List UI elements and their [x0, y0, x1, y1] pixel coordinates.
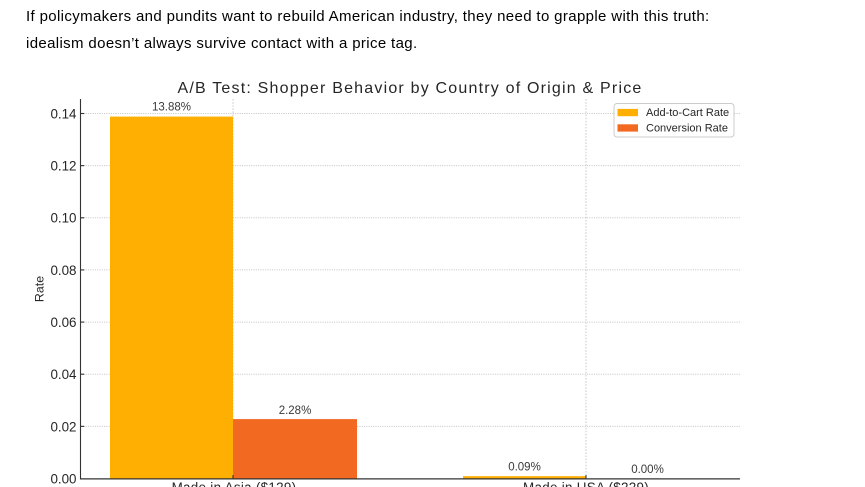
svg-text:Conversion Rate: Conversion Rate — [646, 122, 728, 134]
svg-text:A/B Test: Shopper Behavior by: A/B Test: Shopper Behavior by Country of… — [177, 80, 642, 97]
svg-text:0.00%: 0.00% — [631, 464, 664, 476]
svg-text:0.08: 0.08 — [50, 263, 76, 278]
svg-text:0.14: 0.14 — [50, 106, 77, 121]
svg-text:Add-to-Cart Rate: Add-to-Cart Rate — [646, 107, 729, 119]
svg-text:0.00: 0.00 — [50, 471, 76, 486]
svg-text:0.12: 0.12 — [50, 159, 76, 174]
svg-text:0.10: 0.10 — [50, 211, 76, 226]
svg-text:2.28%: 2.28% — [279, 405, 312, 417]
svg-text:0.06: 0.06 — [50, 315, 76, 330]
svg-text:0.04: 0.04 — [50, 367, 77, 382]
svg-text:13.88%: 13.88% — [152, 101, 191, 113]
svg-text:0.09%: 0.09% — [508, 462, 541, 474]
svg-text:0.02: 0.02 — [50, 419, 76, 434]
svg-text:Made in Asia ($129): Made in Asia ($129) — [172, 480, 297, 487]
svg-text:Made in USA ($229): Made in USA ($229) — [523, 480, 649, 487]
svg-text:Rate: Rate — [33, 276, 47, 302]
